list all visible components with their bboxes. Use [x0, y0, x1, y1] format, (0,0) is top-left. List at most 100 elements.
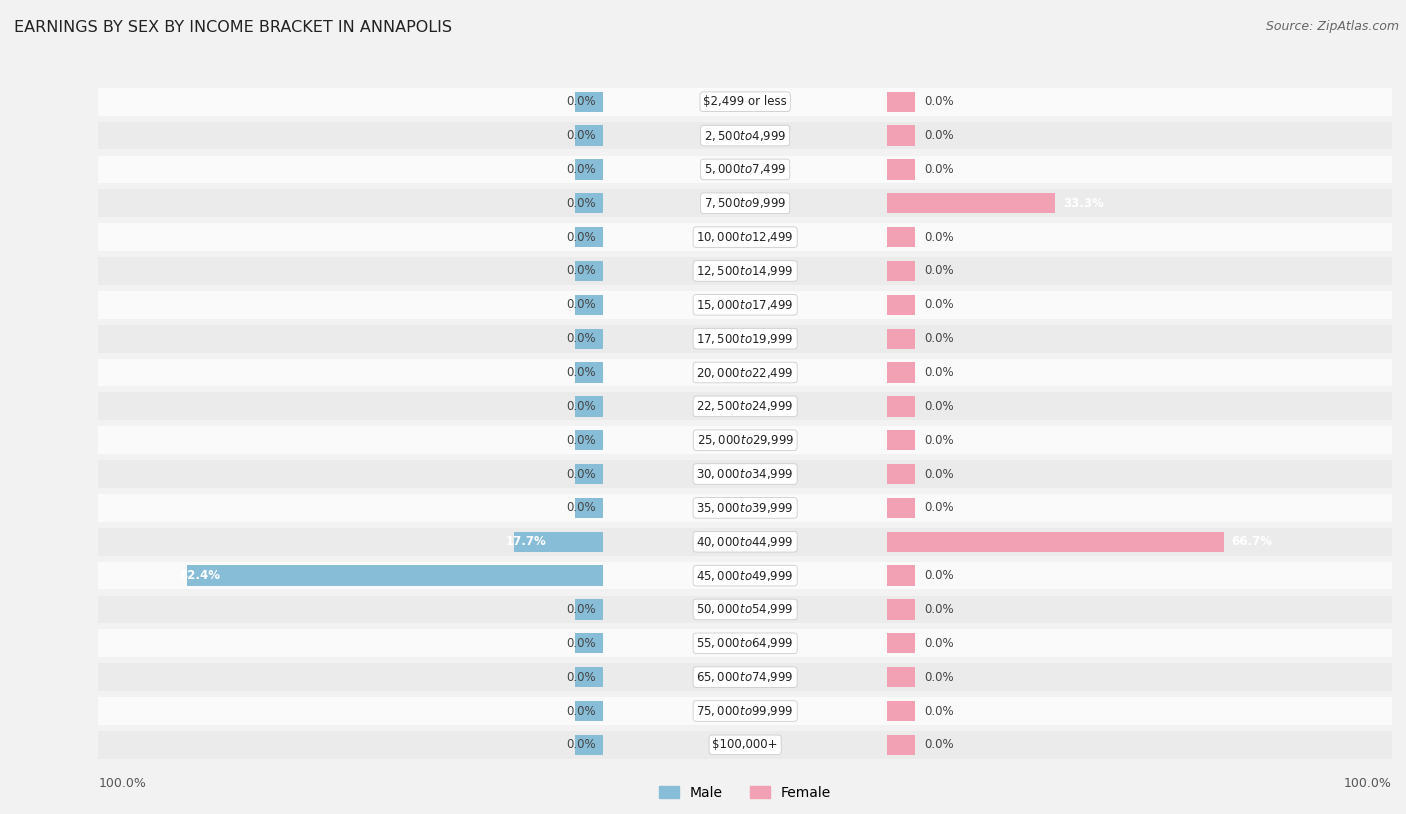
Bar: [575, 193, 603, 213]
Text: 0.0%: 0.0%: [567, 332, 596, 345]
Text: $40,000 to $44,999: $40,000 to $44,999: [696, 535, 794, 549]
Bar: [98, 359, 603, 387]
Bar: [98, 223, 603, 251]
Bar: [887, 329, 915, 349]
Text: 0.0%: 0.0%: [567, 467, 596, 480]
Bar: [887, 227, 915, 247]
Bar: [98, 121, 603, 150]
Bar: [98, 629, 603, 657]
Bar: [575, 464, 603, 484]
Text: $2,499 or less: $2,499 or less: [703, 95, 787, 108]
Text: 0.0%: 0.0%: [924, 95, 953, 108]
Bar: [98, 562, 603, 589]
Text: $55,000 to $64,999: $55,000 to $64,999: [696, 637, 794, 650]
Text: 0.0%: 0.0%: [924, 400, 953, 413]
Text: 0.0%: 0.0%: [567, 366, 596, 379]
Bar: [603, 155, 887, 183]
Bar: [887, 663, 1392, 691]
Bar: [575, 91, 603, 112]
Bar: [98, 460, 603, 488]
Text: 0.0%: 0.0%: [567, 434, 596, 447]
Bar: [603, 291, 887, 319]
Bar: [575, 430, 603, 450]
Text: 0.0%: 0.0%: [924, 704, 953, 717]
Bar: [887, 291, 1392, 319]
Text: $45,000 to $49,999: $45,000 to $49,999: [696, 569, 794, 583]
Text: 0.0%: 0.0%: [567, 95, 596, 108]
Bar: [98, 527, 603, 556]
Bar: [98, 663, 603, 691]
Bar: [575, 160, 603, 180]
Text: 0.0%: 0.0%: [924, 671, 953, 684]
Bar: [887, 430, 915, 450]
Text: 100.0%: 100.0%: [1344, 777, 1392, 790]
Bar: [887, 257, 1392, 285]
Text: 0.0%: 0.0%: [567, 738, 596, 751]
Bar: [603, 663, 887, 691]
Bar: [603, 257, 887, 285]
Text: EARNINGS BY SEX BY INCOME BRACKET IN ANNAPOLIS: EARNINGS BY SEX BY INCOME BRACKET IN ANN…: [14, 20, 453, 35]
Text: 0.0%: 0.0%: [924, 332, 953, 345]
Bar: [575, 260, 603, 281]
Bar: [887, 325, 1392, 352]
Text: 0.0%: 0.0%: [924, 569, 953, 582]
Bar: [887, 562, 1392, 589]
Bar: [887, 362, 915, 383]
Text: Source: ZipAtlas.com: Source: ZipAtlas.com: [1265, 20, 1399, 33]
Text: 0.0%: 0.0%: [567, 603, 596, 616]
Text: 0.0%: 0.0%: [567, 501, 596, 514]
Text: 0.0%: 0.0%: [567, 129, 596, 142]
Text: $65,000 to $74,999: $65,000 to $74,999: [696, 670, 794, 684]
Bar: [887, 427, 1392, 454]
Bar: [887, 629, 1392, 657]
Bar: [603, 629, 887, 657]
Bar: [603, 359, 887, 387]
Text: $35,000 to $39,999: $35,000 to $39,999: [696, 501, 794, 515]
Text: 0.0%: 0.0%: [924, 501, 953, 514]
Text: 82.4%: 82.4%: [180, 569, 221, 582]
Text: 0.0%: 0.0%: [924, 265, 953, 278]
Bar: [887, 396, 915, 417]
Bar: [887, 566, 915, 586]
Text: 0.0%: 0.0%: [567, 637, 596, 650]
Text: $5,000 to $7,499: $5,000 to $7,499: [704, 163, 786, 177]
Bar: [603, 596, 887, 624]
Bar: [887, 596, 1392, 624]
Bar: [603, 494, 887, 522]
Text: 0.0%: 0.0%: [924, 129, 953, 142]
Bar: [887, 160, 915, 180]
Bar: [887, 735, 915, 755]
Bar: [98, 392, 603, 420]
Text: 0.0%: 0.0%: [924, 366, 953, 379]
Text: 0.0%: 0.0%: [924, 298, 953, 311]
Bar: [603, 190, 887, 217]
Bar: [575, 497, 603, 518]
Bar: [98, 155, 603, 183]
Text: $75,000 to $99,999: $75,000 to $99,999: [696, 704, 794, 718]
Bar: [575, 701, 603, 721]
Bar: [575, 295, 603, 315]
Bar: [887, 633, 915, 654]
Bar: [603, 223, 887, 251]
Text: 66.7%: 66.7%: [1232, 536, 1272, 549]
Bar: [603, 562, 887, 589]
Text: 0.0%: 0.0%: [924, 434, 953, 447]
Bar: [887, 295, 915, 315]
Bar: [575, 599, 603, 619]
Bar: [98, 427, 603, 454]
Text: 0.0%: 0.0%: [567, 230, 596, 243]
Text: 0.0%: 0.0%: [924, 163, 953, 176]
Bar: [887, 91, 915, 112]
Text: $7,500 to $9,999: $7,500 to $9,999: [704, 196, 786, 210]
Bar: [575, 667, 603, 687]
Bar: [603, 460, 887, 488]
Bar: [887, 155, 1392, 183]
Text: $50,000 to $54,999: $50,000 to $54,999: [696, 602, 794, 616]
Bar: [603, 731, 887, 759]
Bar: [98, 697, 603, 725]
Text: $25,000 to $29,999: $25,000 to $29,999: [696, 433, 794, 447]
Text: 0.0%: 0.0%: [924, 603, 953, 616]
Bar: [98, 257, 603, 285]
Text: $22,500 to $24,999: $22,500 to $24,999: [696, 400, 794, 414]
Bar: [98, 596, 603, 624]
